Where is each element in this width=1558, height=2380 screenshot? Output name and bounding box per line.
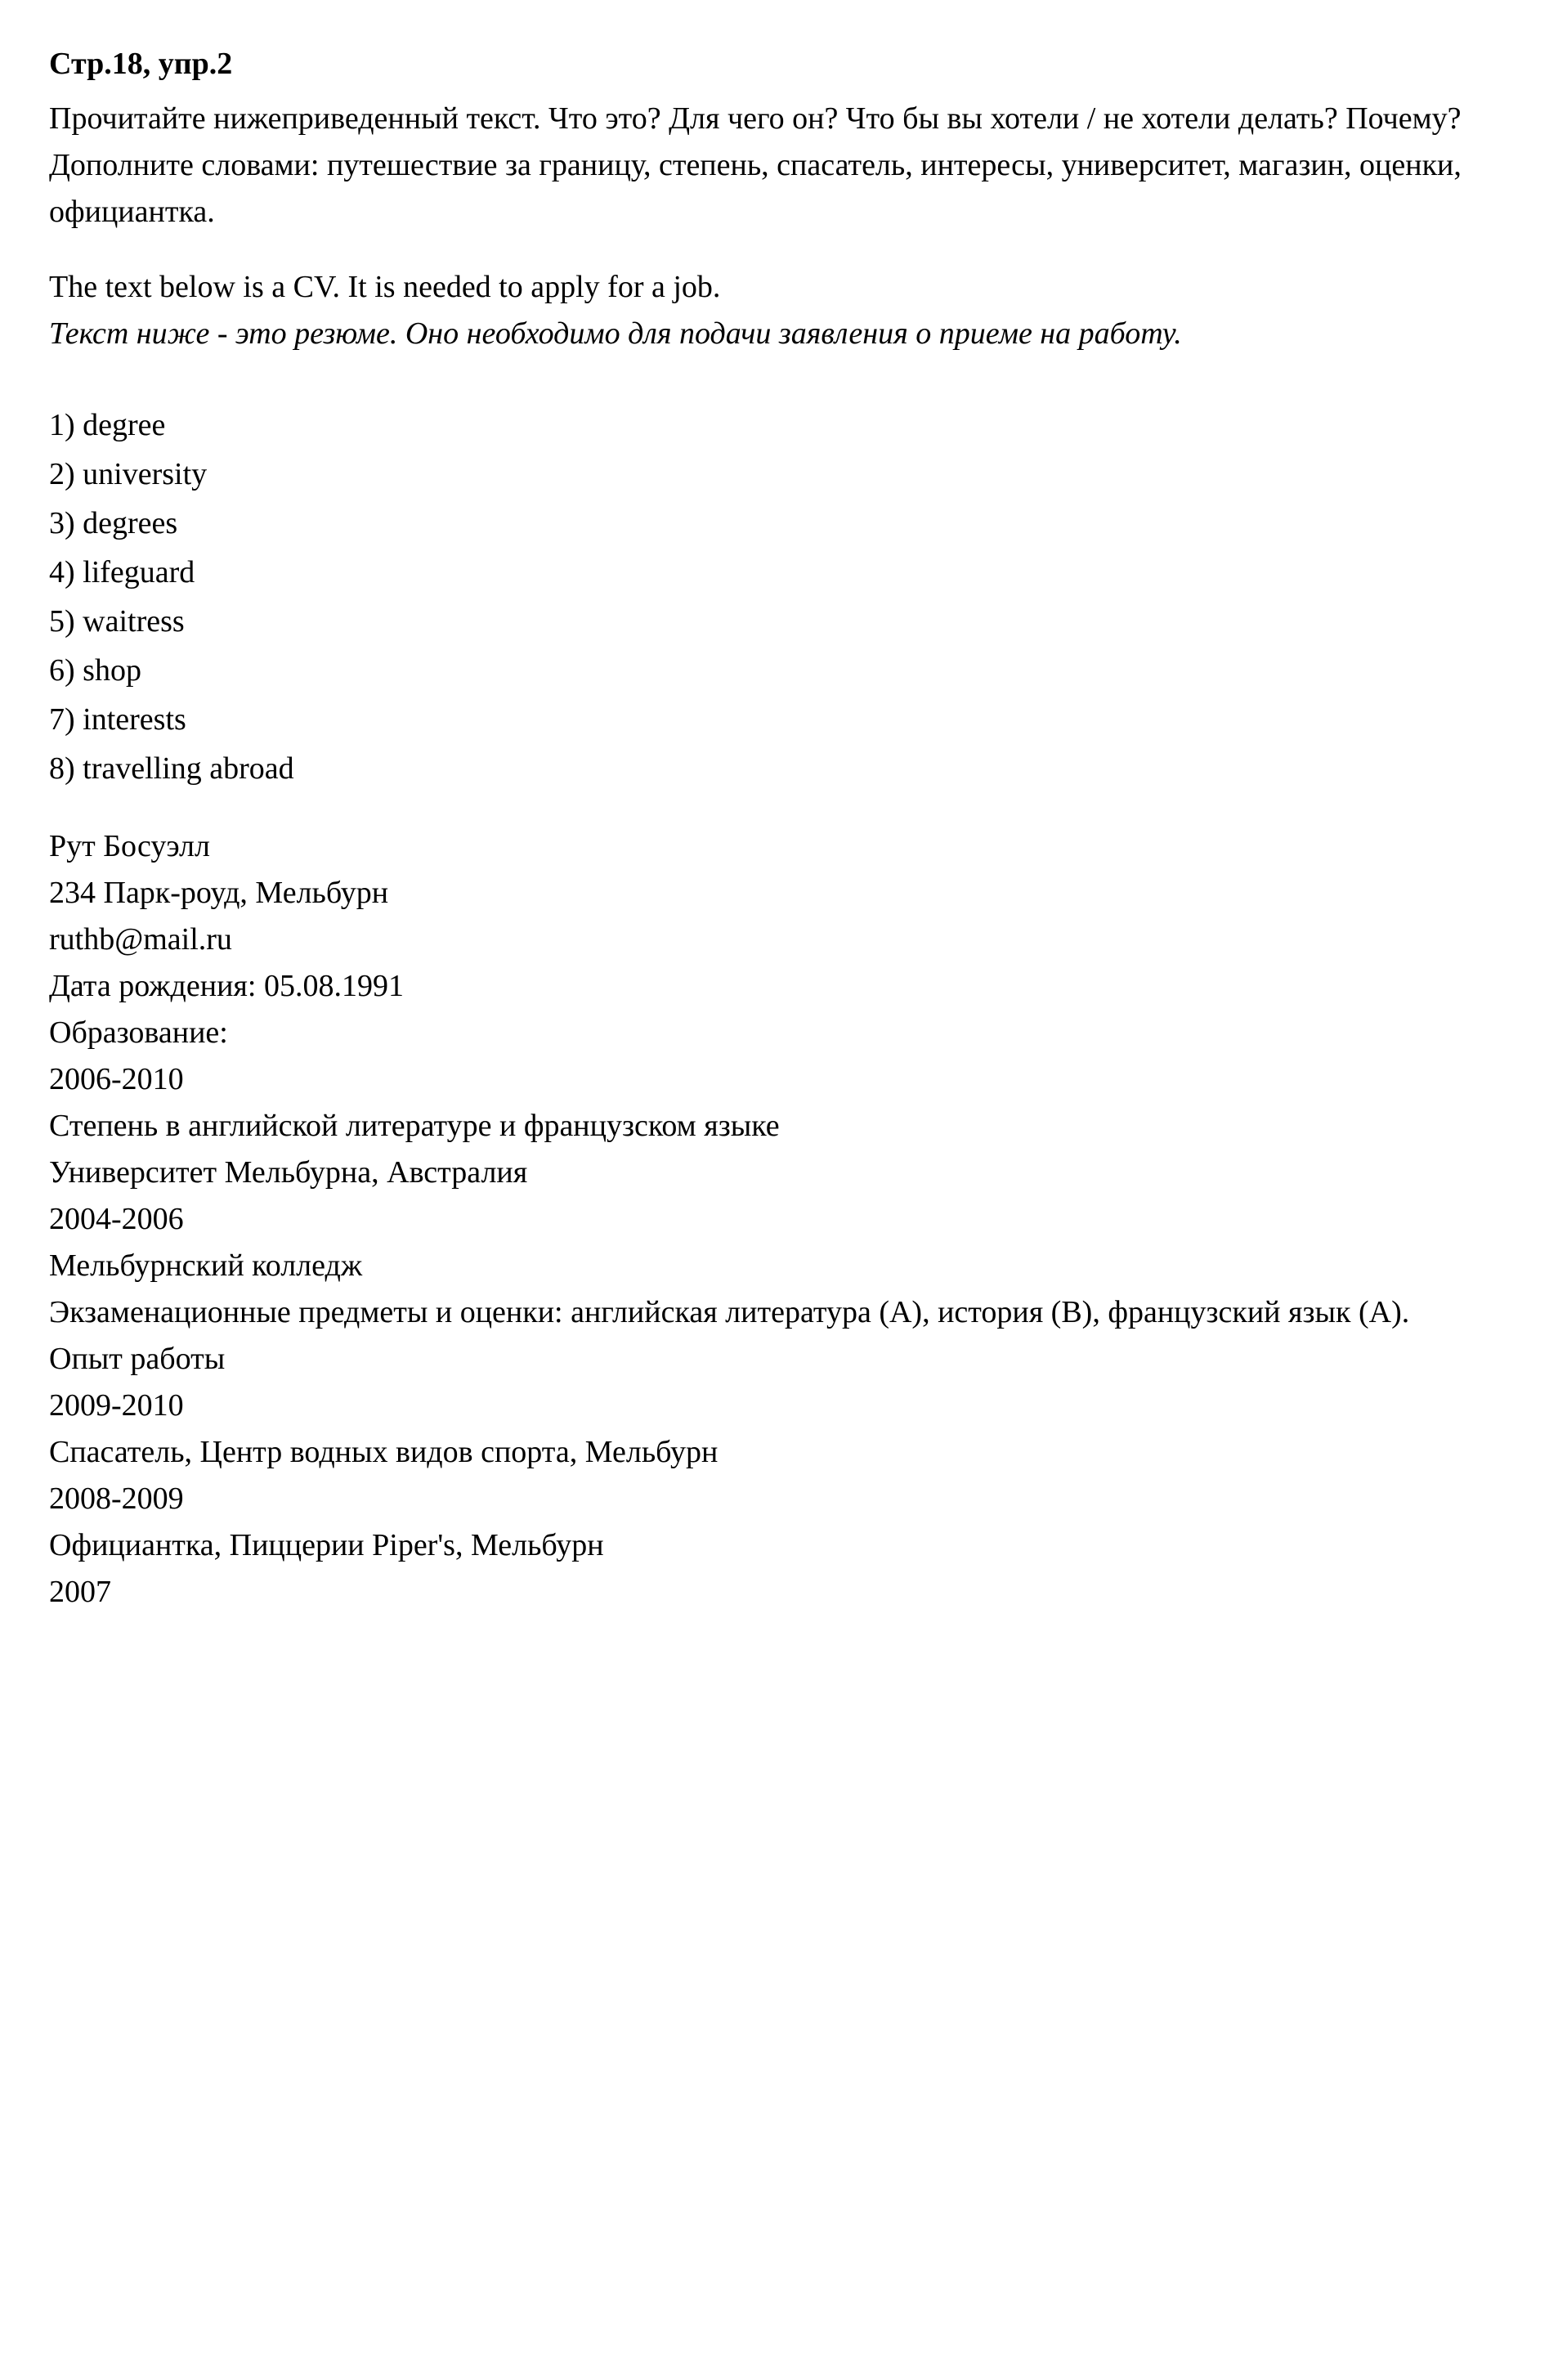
cv-work-description: Официантка, Пиццерии Piper's, Мельбурн — [49, 1522, 1509, 1569]
italic-translation: Текст ниже - это резюме. Оно необходимо … — [49, 311, 1509, 357]
cv-edu-place: Университет Мельбурна, Австралия — [49, 1150, 1509, 1196]
list-item: 2) university — [49, 451, 1509, 498]
answer-list: 1) degree 2) university 3) degrees 4) li… — [49, 402, 1509, 792]
list-item: 5) waitress — [49, 598, 1509, 645]
list-item: 3) degrees — [49, 500, 1509, 547]
list-item: 7) interests — [49, 697, 1509, 743]
list-item: 6) shop — [49, 648, 1509, 694]
cv-work-label: Опыт работы — [49, 1336, 1509, 1383]
cv-work-period: 2009-2010 — [49, 1383, 1509, 1429]
cv-work-period: 2007 — [49, 1569, 1509, 1616]
cv-edu-place: Мельбурнский колледж — [49, 1243, 1509, 1289]
cv-edu-period: 2004-2006 — [49, 1196, 1509, 1243]
page-heading: Стр.18, упр.2 — [49, 41, 1509, 87]
list-item: 1) degree — [49, 402, 1509, 449]
cv-edu-description: Степень в английской литературе и францу… — [49, 1103, 1509, 1150]
cv-address: 234 Парк-роуд, Мельбурн — [49, 870, 1509, 917]
cv-edu-period: 2006-2010 — [49, 1056, 1509, 1103]
cv-email: ruthb@mail.ru — [49, 917, 1509, 963]
cv-work-description: Спасатель, Центр водных видов спорта, Ме… — [49, 1429, 1509, 1476]
list-item: 8) travelling abroad — [49, 746, 1509, 792]
cv-dob: Дата рождения: 05.08.1991 — [49, 963, 1509, 1010]
cv-work-period: 2008-2009 — [49, 1476, 1509, 1522]
cv-edu-description: Экзаменационные предметы и оценки: англи… — [49, 1289, 1509, 1336]
cv-name: Рут Босуэлл — [49, 823, 1509, 870]
cv-education-label: Образование: — [49, 1010, 1509, 1056]
cv-section: Рут Босуэлл 234 Парк-роуд, Мельбурн ruth… — [49, 823, 1509, 1616]
english-description: The text below is a CV. It is needed to … — [49, 264, 1509, 311]
intro-paragraph: Прочитайте нижеприведенный текст. Что эт… — [49, 96, 1509, 235]
list-item: 4) lifeguard — [49, 549, 1509, 596]
